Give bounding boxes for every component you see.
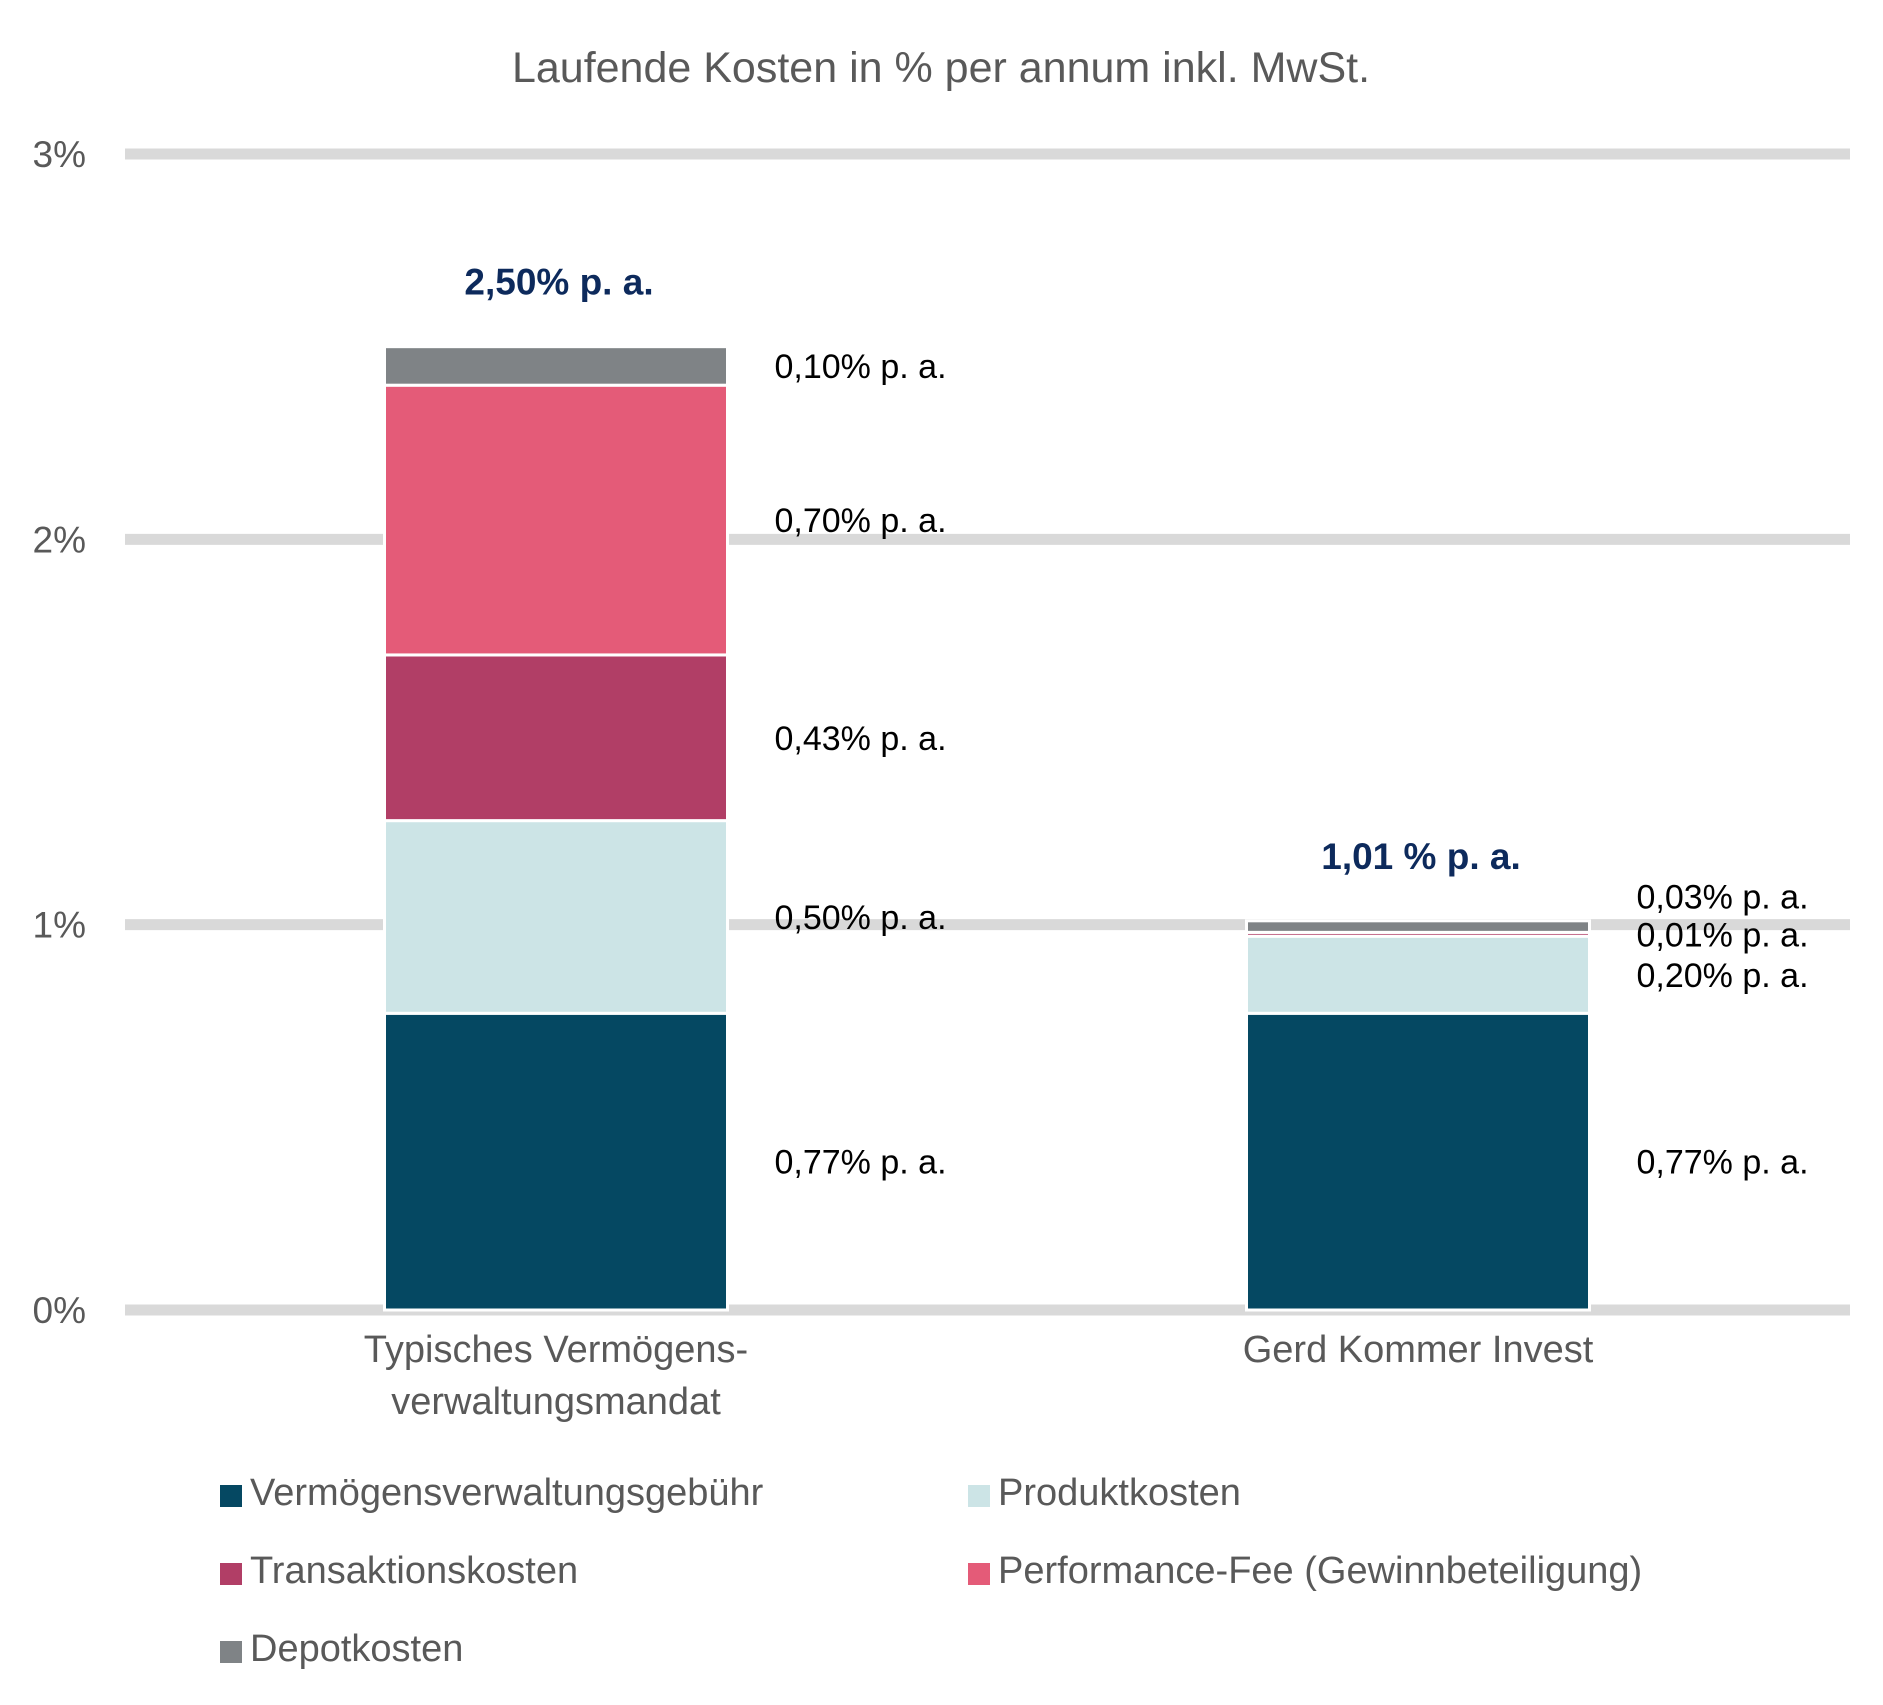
category-label: verwaltungsmandat	[391, 1381, 721, 1423]
data-label: 0,03% p. a.	[1637, 878, 1809, 916]
legend-swatch	[968, 1563, 990, 1585]
bar-segment	[383, 1011, 729, 1312]
bar-segment	[1245, 934, 1591, 1015]
data-label: 0,70% p. a.	[775, 502, 947, 540]
category-label: Typisches Vermögens-	[364, 1329, 748, 1371]
legend-label: Produktkosten	[998, 1472, 1241, 1514]
legend-swatch	[220, 1641, 242, 1663]
y-tick-label: 1%	[33, 905, 86, 946]
data-label: 0,20% p. a.	[1637, 957, 1809, 995]
legend-label: Vermögensverwaltungsgebühr	[250, 1472, 764, 1514]
legend-swatch	[220, 1563, 242, 1585]
data-label: 0,10% p. a.	[775, 348, 947, 386]
legend-swatch	[220, 1485, 242, 1507]
y-tick-label: 2%	[33, 519, 86, 560]
bar-segment	[383, 819, 729, 1015]
total-label: 2,50% p. a.	[464, 262, 653, 303]
legend: Vermögensverwaltungsgebühr Produktkosten T…	[220, 1472, 1642, 1670]
total-label: 1,01 % p. a.	[1321, 836, 1521, 877]
legend-label: Depotkosten	[250, 1628, 463, 1670]
x-axis-categories: Typisches Vermögens-verwaltungsmandat Ger…	[364, 1329, 1594, 1423]
legend-swatch	[968, 1485, 990, 1507]
legend-label: Performance-Fee (Gewinnbeteiligung)	[998, 1550, 1642, 1592]
y-tick-label: 0%	[33, 1290, 86, 1331]
category-label: Gerd Kommer Invest	[1243, 1329, 1594, 1371]
data-labels: 0,77% p. a. 0,50% p. a. 0,43% p. a. 0,70% p…	[464, 262, 1808, 1182]
bar-segment	[383, 345, 729, 387]
bars	[383, 345, 1591, 1312]
data-label: 0,50% p. a.	[775, 899, 947, 937]
data-label: 0,01% p. a.	[1637, 916, 1809, 954]
data-label: 0,77% p. a.	[1637, 1144, 1809, 1182]
legend-label: Transaktionskosten	[250, 1550, 578, 1592]
bar-segment	[1245, 919, 1591, 934]
bar-segment	[383, 653, 729, 823]
data-label: 0,77% p. a.	[775, 1144, 947, 1182]
y-axis-ticks: 0% 1% 2% 3%	[33, 134, 86, 1331]
data-label: 0,43% p. a.	[775, 720, 947, 758]
chart-title: Laufende Kosten in % per annum inkl. MwS…	[512, 44, 1370, 92]
bar-segment	[383, 383, 729, 657]
y-tick-label: 3%	[33, 134, 86, 175]
bar-segment	[1245, 1011, 1591, 1312]
